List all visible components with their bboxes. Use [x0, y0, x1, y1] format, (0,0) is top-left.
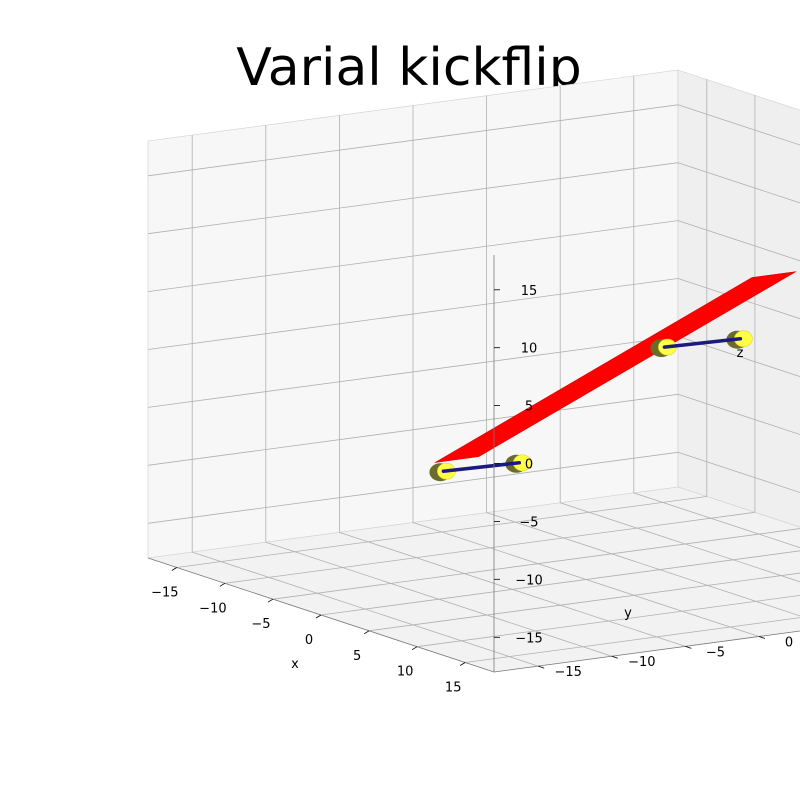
y-tick-label: 0: [785, 636, 793, 651]
x-tick-label: −5: [251, 617, 270, 632]
y-tick-mark: [538, 665, 545, 669]
gridline-y-floor: [339, 532, 686, 647]
y-tick-mark: [685, 646, 692, 649]
y-tick-label: −15: [554, 665, 581, 680]
gridline-z-left: [147, 104, 679, 177]
gridline-z-back: [677, 451, 800, 493]
skateboard: [429, 271, 797, 482]
gridline-z-left: [147, 278, 679, 350]
axis-ticks: −15−10−5051015−15−10−5051015−15−10−50510…: [147, 255, 800, 696]
gridline-y-floor: [633, 492, 800, 549]
gridline-z-left: [147, 336, 679, 408]
gridline-y-floor: [192, 551, 539, 667]
x-tick-mark: [219, 582, 226, 587]
chart-title: Varial kickflip: [236, 38, 582, 98]
gridline-y-floor: [412, 522, 760, 637]
gridline-z-left: [147, 162, 679, 235]
x-tick-mark: [171, 567, 178, 571]
x-axis-label: x: [291, 657, 299, 672]
x-tick-label: −10: [199, 601, 226, 616]
y-tick-mark: [611, 655, 618, 659]
gridline-z-left: [147, 220, 679, 292]
y-axis-label: y: [624, 606, 632, 621]
x-tick-mark: [363, 630, 370, 635]
x-tick-label: 15: [445, 681, 462, 696]
x-tick-mark: [315, 614, 322, 619]
z-tick-label: 5: [525, 400, 533, 415]
axes-panes: [147, 69, 800, 673]
axle: [662, 336, 743, 349]
y-tick-label: −5: [706, 645, 725, 660]
z-axis-label: z: [737, 346, 744, 361]
x-tick-mark: [267, 598, 274, 603]
gridline-z-left: [147, 393, 679, 466]
gridline-z-back: [677, 104, 800, 146]
x-tick-label: −15: [151, 586, 178, 601]
gridline-y-floor: [560, 502, 800, 583]
x-tick-label: 5: [353, 649, 361, 664]
gridline-z-back: [677, 162, 800, 204]
gridlines: [147, 75, 800, 667]
x-tick-mark: [411, 646, 418, 651]
z-tick-label: −5: [519, 515, 538, 530]
z-tick-label: 15: [521, 284, 538, 299]
z-tick-label: 0: [525, 458, 533, 473]
y-tick-mark: [758, 636, 766, 639]
x-tick-mark: [459, 662, 466, 666]
gridline-y-floor: [486, 512, 800, 617]
deck-surface: [434, 271, 797, 463]
x-tick-label: 10: [397, 665, 414, 680]
z-tick-label: −10: [515, 573, 542, 588]
gridline-z-back: [677, 336, 800, 378]
gridline-z-back: [677, 393, 800, 435]
x-tick-label: 0: [305, 633, 313, 648]
gridline-y-floor: [265, 541, 612, 657]
axle: [441, 461, 522, 473]
gridline-z-left: [147, 451, 679, 524]
z-tick-label: 10: [521, 342, 538, 357]
z-tick-label: −15: [515, 631, 542, 646]
gridline-z-back: [677, 220, 800, 262]
y-tick-label: −10: [628, 655, 655, 670]
